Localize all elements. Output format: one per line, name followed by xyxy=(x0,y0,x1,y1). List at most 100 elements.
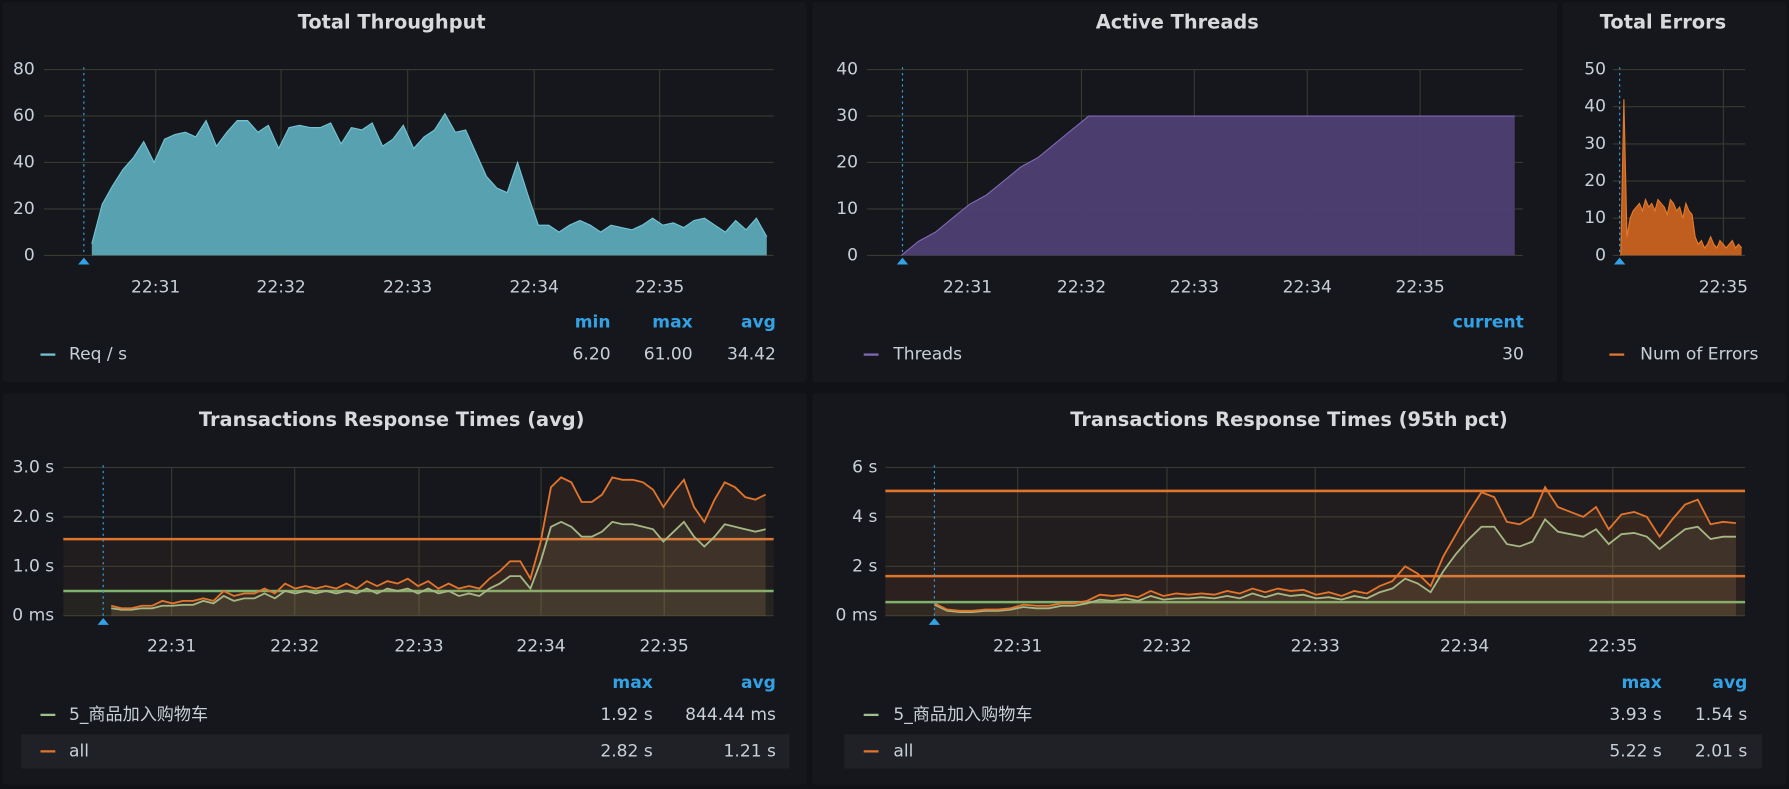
series-area xyxy=(934,487,1736,616)
legend-column-header: max xyxy=(652,313,692,333)
series-area xyxy=(91,113,767,256)
legend-stat: 3.93 s xyxy=(1609,705,1661,725)
x-tick-label: 22:33 xyxy=(394,636,443,656)
x-tick-label: 22:31 xyxy=(147,636,196,656)
y-tick-label: 3.0 s xyxy=(13,457,55,477)
legend-name: Req / s xyxy=(69,345,127,365)
legend-stat: 2.82 s xyxy=(600,741,652,761)
panel-title: Active Threads xyxy=(1096,10,1259,33)
series-line xyxy=(934,485,1737,612)
x-tick-label: 22:32 xyxy=(256,277,305,297)
legend-column-header: max xyxy=(612,673,652,693)
panel-title: Transactions Response Times (95th pct) xyxy=(1070,408,1507,431)
panel-title: Transactions Response Times (avg) xyxy=(199,408,585,431)
legend-stat: 34.42 xyxy=(727,345,776,365)
threshold-fill xyxy=(885,576,1746,616)
y-tick-label: 0 xyxy=(24,245,35,265)
panel-title: Total Errors xyxy=(1600,10,1726,33)
legend-name: all xyxy=(893,741,913,761)
y-tick-label: 0 xyxy=(847,245,858,265)
x-tick-label: 22:32 xyxy=(1057,277,1106,297)
y-tick-label: 60 xyxy=(13,106,35,126)
series-line xyxy=(91,112,768,244)
x-tick-label: 22:34 xyxy=(1440,636,1489,656)
legend-column-header: min xyxy=(575,313,611,333)
panel xyxy=(1562,2,1787,382)
series-line xyxy=(111,520,766,611)
legend-column-header: avg xyxy=(741,673,776,693)
legend-stat: 2.01 s xyxy=(1695,741,1747,761)
legend-row-highlight xyxy=(844,734,1763,769)
legend-name: Threads xyxy=(892,345,962,365)
annotation-marker xyxy=(1613,257,1626,265)
threshold-fill xyxy=(885,602,1746,616)
y-tick-label: 40 xyxy=(13,152,35,172)
legend-name: 5_商品加入购物车 xyxy=(69,705,208,725)
y-tick-label: 80 xyxy=(13,60,35,80)
series-line xyxy=(934,517,1736,613)
legend-name: Num of Errors xyxy=(1640,345,1758,365)
legend-column-header: current xyxy=(1453,313,1524,333)
legend-stat: 61.00 xyxy=(644,345,693,365)
y-tick-label: 20 xyxy=(836,152,858,172)
y-tick-label: 30 xyxy=(1584,134,1606,154)
y-tick-label: 2 s xyxy=(852,556,877,576)
annotation-marker xyxy=(928,617,941,625)
panel-title: Total Throughput xyxy=(298,10,486,33)
y-tick-label: 40 xyxy=(1584,97,1606,117)
x-tick-label: 22:31 xyxy=(943,277,992,297)
y-tick-label: 6 s xyxy=(852,457,877,477)
x-tick-label: 22:32 xyxy=(270,636,319,656)
legend-stat: 30 xyxy=(1502,345,1524,365)
legend-stat: 844.44 ms xyxy=(685,705,776,725)
x-tick-label: 22:34 xyxy=(1283,277,1332,297)
x-tick-label: 22:33 xyxy=(1170,277,1219,297)
x-tick-label: 22:34 xyxy=(510,277,559,297)
x-tick-label: 22:35 xyxy=(640,636,689,656)
y-tick-label: 20 xyxy=(13,199,35,219)
x-tick-label: 22:33 xyxy=(1291,636,1340,656)
y-tick-label: 10 xyxy=(1584,208,1606,228)
y-tick-label: 10 xyxy=(836,199,858,219)
threshold-fill xyxy=(63,590,774,616)
legend-column-header: avg xyxy=(1712,673,1747,693)
x-tick-label: 22:31 xyxy=(993,636,1042,656)
x-tick-label: 22:33 xyxy=(383,277,432,297)
legend-stat: 1.92 s xyxy=(600,705,652,725)
series-area xyxy=(111,477,766,616)
y-tick-label: 2.0 s xyxy=(13,507,55,527)
y-tick-label: 30 xyxy=(836,106,858,126)
y-tick-label: 20 xyxy=(1584,171,1606,191)
legend-stat: 5.22 s xyxy=(1609,741,1661,761)
annotation-marker xyxy=(78,257,90,265)
y-tick-label: 40 xyxy=(836,60,858,80)
threshold-fill xyxy=(63,539,774,616)
x-tick-label: 22:31 xyxy=(131,277,180,297)
legend-column-header: max xyxy=(1621,673,1661,693)
y-tick-label: 50 xyxy=(1584,60,1606,80)
legend-name: 5_商品加入购物车 xyxy=(893,705,1032,725)
legend-stat: 6.20 xyxy=(573,345,611,365)
series-line xyxy=(1620,99,1743,256)
y-tick-label: 0 xyxy=(1595,245,1606,265)
x-tick-label: 22:35 xyxy=(1588,636,1637,656)
annotation-marker xyxy=(97,617,109,625)
x-tick-label: 22:32 xyxy=(1142,636,1191,656)
y-tick-label: 4 s xyxy=(852,507,877,527)
annotation-marker xyxy=(896,257,909,265)
series-area xyxy=(111,521,766,616)
x-tick-label: 22:35 xyxy=(1395,277,1444,297)
x-tick-label: 22:35 xyxy=(635,277,684,297)
x-tick-label: 22:35 xyxy=(1699,277,1748,297)
x-tick-label: 22:34 xyxy=(516,636,565,656)
series-line xyxy=(110,476,767,610)
y-tick-label: 0 ms xyxy=(836,606,878,626)
series-area xyxy=(934,519,1736,616)
legend-name: all xyxy=(69,741,89,761)
y-tick-label: 1.0 s xyxy=(13,556,55,576)
series-area xyxy=(1620,99,1742,256)
legend-stat: 1.21 s xyxy=(724,741,776,761)
series-area xyxy=(901,116,1515,256)
legend-row-highlight xyxy=(21,734,790,769)
